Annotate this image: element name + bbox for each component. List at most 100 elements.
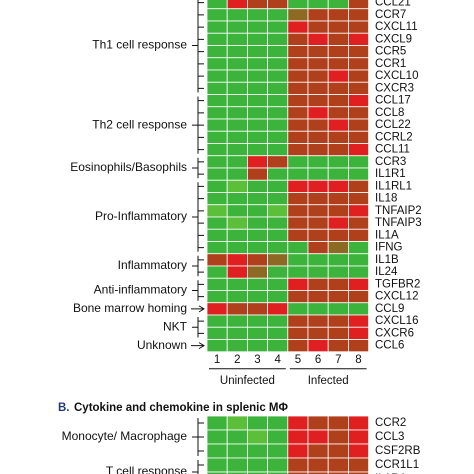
heatmap-cell: [327, 106, 349, 120]
heatmap-cell: [327, 228, 349, 242]
condition-label: Infected: [308, 375, 349, 387]
heatmap-cell: [347, 228, 369, 242]
heatmap-cell: [327, 155, 349, 169]
heatmap-cell: [267, 415, 289, 431]
heatmap-cell: [206, 57, 228, 71]
heatmap-cell: [347, 339, 369, 353]
heatmap-cell: [206, 326, 228, 340]
group-bracket: [192, 317, 204, 338]
heatmap-cell: [287, 314, 309, 328]
heatmap-cell: [246, 155, 268, 169]
heatmap-cell: [246, 415, 268, 431]
heatmap-cell: [267, 167, 289, 181]
heatmap-cell: [206, 204, 228, 218]
heatmap-cell: [307, 443, 329, 459]
heatmap-cell: [246, 69, 268, 83]
heatmap-cell: [206, 228, 228, 242]
heatmap-cell: [287, 216, 309, 230]
heatmap-cell: [246, 429, 268, 445]
heatmap-cell: [307, 20, 329, 34]
heatmap-cell: [226, 471, 248, 474]
heatmap-cell: [246, 241, 268, 255]
gene-label: CXCL11: [375, 21, 418, 33]
heatmap-cell: [287, 69, 309, 83]
heatmap-cell: [246, 216, 268, 230]
heatmap-cell: [226, 457, 248, 473]
heatmap-cell: [267, 314, 289, 328]
group-label: Eosinophils/Basophils: [70, 160, 187, 174]
heatmap-cell: [226, 118, 248, 132]
heatmap-cell: [206, 192, 228, 206]
heatmap-cell: [226, 228, 248, 242]
heatmap-cell: [287, 167, 309, 181]
heatmap-cell: [267, 32, 289, 46]
heatmap-cell: [226, 130, 248, 144]
heatmap-cell: [287, 20, 309, 34]
gene-label: CCL9: [375, 303, 404, 315]
heatmap-cell: [327, 20, 349, 34]
group-label: Monocyte/ Macrophage: [62, 429, 188, 443]
heatmap-cell: [267, 0, 289, 10]
heatmap-cell: [246, 265, 268, 279]
heatmap-cell: [327, 216, 349, 230]
heatmap-cell: [347, 57, 369, 71]
heatmap-cell: [347, 265, 369, 279]
heatmap-cell: [226, 443, 248, 459]
heatmap-cell: [206, 69, 228, 83]
heatmap-cell: [267, 253, 289, 267]
heatmap-cell: [347, 94, 369, 108]
heatmap-cell: [206, 167, 228, 181]
group-label: Bone marrow homing: [73, 301, 187, 315]
heatmap-cell: [347, 118, 369, 132]
heatmap-cell: [226, 314, 248, 328]
heatmap-cell: [226, 0, 248, 10]
heatmap-cell: [347, 314, 369, 328]
heatmap-cell: [267, 106, 289, 120]
gene-label: IL1R1: [375, 168, 406, 180]
heatmap-cell: [347, 471, 369, 474]
heatmap-cell: [267, 155, 289, 169]
heatmap-cell: [267, 443, 289, 459]
heatmap-cell: [287, 81, 309, 95]
heatmap-cell: [287, 429, 309, 445]
heatmap-cell: [246, 277, 268, 291]
heatmap-cell: [287, 277, 309, 291]
heatmap-cell: [287, 326, 309, 340]
gene-label: CCL22: [375, 119, 411, 131]
heatmap-cell: [246, 8, 268, 22]
heatmap-cell: [307, 326, 329, 340]
heatmap-cell: [206, 290, 228, 304]
heatmap-cell: [327, 57, 349, 71]
heatmap-cell: [246, 0, 268, 10]
heatmap-cell: [206, 471, 228, 474]
heatmap-cell: [206, 45, 228, 59]
heatmap-cell: [226, 339, 248, 353]
heatmap-cell: [226, 106, 248, 120]
heatmap-cell: [307, 471, 329, 474]
heatmap-cell: [347, 130, 369, 144]
heatmap-cell: [287, 471, 309, 474]
heatmap-cell: [206, 155, 228, 169]
heatmap-cell: [246, 32, 268, 46]
heatmap-cell: [347, 457, 369, 473]
heatmap-cell: [327, 204, 349, 218]
heatmap-cell: [226, 253, 248, 267]
heatmap-cell: [307, 118, 329, 132]
heatmap-cell: [327, 326, 349, 340]
heatmap-cell: [246, 204, 268, 218]
heatmap-cell: [267, 290, 289, 304]
heatmap-cell: [327, 130, 349, 144]
heatmap-cell: [267, 228, 289, 242]
heatmap-cell: [307, 216, 329, 230]
heatmap-cell: [287, 143, 309, 157]
heatmap-cell: [347, 253, 369, 267]
gene-label: IFNG: [375, 242, 403, 254]
heatmap-cell: [226, 8, 248, 22]
gene-label: IL1RL1: [375, 180, 412, 192]
heatmap-cell: [267, 204, 289, 218]
heatmap-cell: [287, 0, 309, 10]
heatmap-cell: [347, 0, 369, 10]
gene-label: CCL11: [375, 144, 410, 156]
heatmap-cell: [206, 314, 228, 328]
heatmap-cell: [206, 443, 228, 459]
